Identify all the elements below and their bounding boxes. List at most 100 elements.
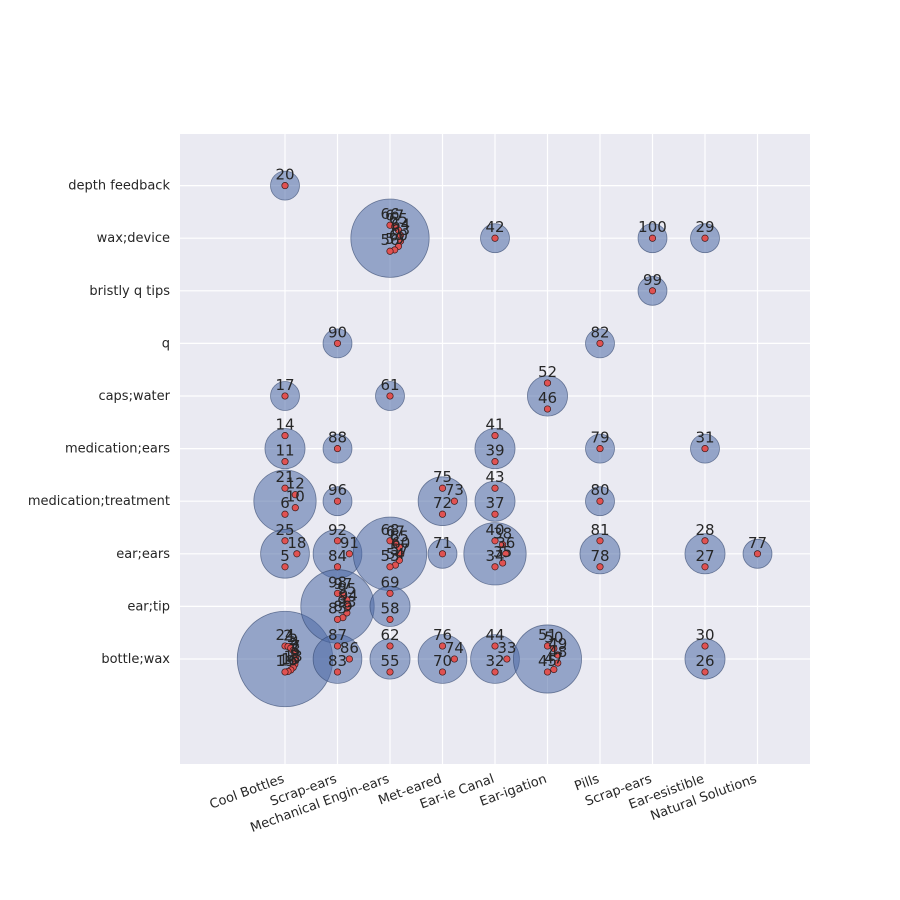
point-label: 57 (390, 540, 409, 558)
y-tick-label: medication;treatment (28, 494, 170, 509)
data-point (339, 591, 347, 599)
point-label: 61 (380, 376, 399, 394)
data-point (333, 668, 342, 676)
point-label: 89 (333, 598, 352, 616)
data-point (291, 504, 299, 512)
data-point (395, 556, 403, 564)
bubble (474, 428, 516, 470)
data-point (281, 537, 289, 545)
point-label: 24 (275, 626, 294, 644)
point-label: 9 (290, 644, 300, 662)
point-label: 82 (590, 323, 609, 341)
y-tick-labels: bottle;wax ear;tip ear;ears medication;trea… (28, 179, 171, 667)
point-label: 96 (328, 481, 347, 499)
point-label: 81 (590, 521, 609, 539)
point-label: 73 (445, 481, 464, 499)
data-point (550, 644, 558, 653)
data-point (281, 432, 289, 440)
dot-layer (281, 182, 762, 676)
data-point (701, 445, 709, 453)
y-tick-label: depth feedback (68, 179, 170, 194)
y-tick-label: bottle;wax (101, 652, 170, 667)
point-label: 79 (590, 429, 609, 447)
data-point (701, 642, 709, 650)
point-label: 18 (287, 534, 306, 552)
point-label: 71 (433, 534, 452, 552)
data-point (596, 537, 604, 545)
data-point (386, 392, 394, 400)
point-label: 38 (493, 525, 512, 543)
point-label: 28 (695, 521, 714, 539)
y-tick-label: caps;water (98, 389, 170, 404)
data-point (333, 537, 342, 545)
data-point (386, 615, 394, 623)
point-label: 60 (391, 534, 410, 552)
point-label: 76 (433, 626, 452, 644)
point-label: 52 (538, 363, 557, 381)
point-label: 95 (337, 580, 356, 598)
point-label: 2 (283, 627, 293, 645)
bubble (312, 634, 363, 684)
point-label: 94 (339, 586, 358, 604)
point-label: 53 (380, 547, 399, 565)
point-label: 90 (328, 323, 347, 341)
point-label: 26 (695, 652, 714, 670)
data-point (386, 642, 394, 650)
data-point (438, 510, 447, 518)
data-point (438, 484, 447, 492)
point-label: 66 (380, 205, 399, 223)
data-point (648, 234, 657, 242)
point-label: 83 (328, 652, 347, 670)
point-label: 29 (695, 218, 714, 236)
data-point (499, 541, 507, 549)
point-label: 40 (485, 521, 504, 539)
data-point (345, 655, 353, 663)
y-tick-label: ear;ears (116, 547, 170, 562)
point-label: 11 (275, 442, 294, 460)
point-label: 8 (291, 641, 301, 659)
data-point (450, 497, 458, 505)
point-label: 47 (544, 650, 563, 668)
point-label: 65 (389, 210, 408, 228)
data-point (345, 550, 353, 558)
point-label: 50 (544, 628, 563, 646)
point-label: 41 (485, 416, 504, 434)
point-label: 70 (433, 652, 452, 670)
data-point (543, 405, 552, 413)
data-point (701, 234, 709, 242)
point-label: 58 (380, 599, 399, 617)
point-label: 19 (275, 652, 294, 670)
point-label: 86 (340, 639, 359, 657)
bubble (474, 480, 516, 522)
data-point (701, 563, 709, 571)
point-label: 48 (548, 643, 567, 661)
data-point (554, 651, 562, 659)
point-label: 17 (275, 376, 294, 394)
y-tick-label: bristly q tips (89, 284, 170, 299)
data-point (293, 550, 301, 558)
point-label: 80 (590, 481, 609, 499)
point-label: 65 (390, 527, 409, 545)
point-label: 13 (284, 648, 303, 666)
data-point (701, 668, 709, 676)
data-point (333, 563, 342, 571)
data-point (438, 642, 447, 650)
point-label: 88 (328, 429, 347, 447)
data-point (596, 497, 604, 505)
data-point (386, 563, 394, 571)
data-point (343, 609, 351, 617)
data-point (281, 458, 289, 466)
data-point (648, 287, 657, 295)
point-label: 93 (337, 593, 356, 611)
point-label: 49 (548, 635, 567, 653)
point-label: 21 (275, 468, 294, 486)
data-point (281, 392, 289, 400)
point-label: 67 (386, 523, 405, 541)
data-point (550, 665, 558, 674)
point-label: 34 (485, 547, 504, 565)
data-point (554, 659, 562, 667)
bubble (417, 634, 468, 684)
data-point (395, 543, 403, 551)
data-point (333, 642, 342, 650)
